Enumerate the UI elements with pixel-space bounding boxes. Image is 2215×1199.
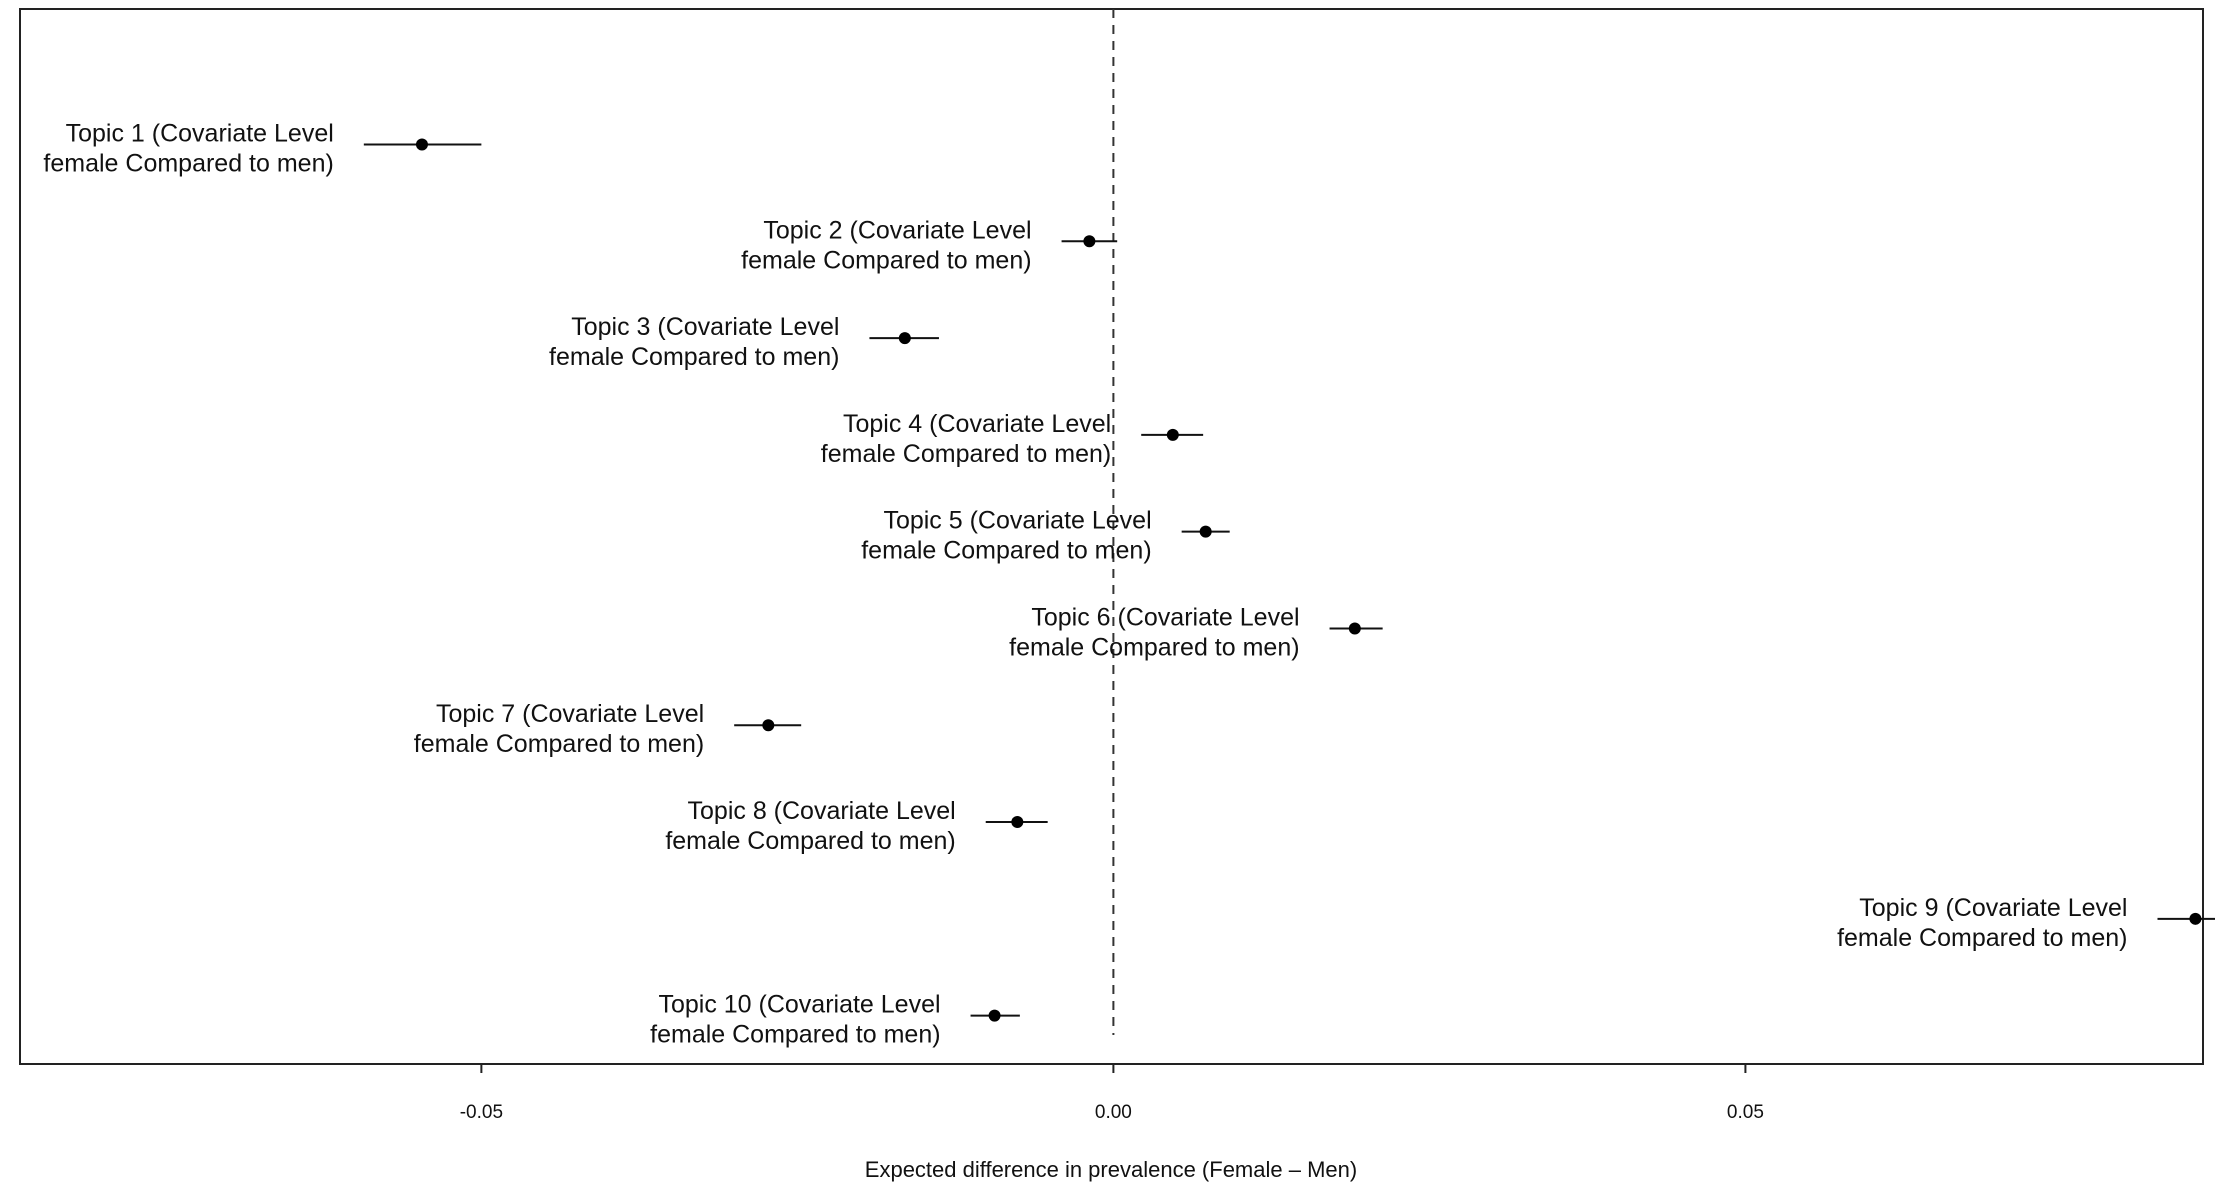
- topic-label-line1: Topic 10 (Covariate Level: [658, 991, 940, 1019]
- topic-label-line2: female Compared to men): [549, 343, 839, 371]
- x-tick-label: -0.05: [460, 1102, 503, 1123]
- topic-label-line1: Topic 1 (Covariate Level: [66, 120, 334, 148]
- topic-label-line2: female Compared to men): [821, 440, 1111, 468]
- topic-label-line1: Topic 3 (Covariate Level: [571, 313, 839, 341]
- topic-label-line2: female Compared to men): [861, 537, 1151, 565]
- topic-label-line1: Topic 6 (Covariate Level: [1031, 603, 1299, 631]
- x-axis-label: Expected difference in prevalence (Femal…: [865, 1157, 1357, 1182]
- topic-label-line1: Topic 7 (Covariate Level: [436, 700, 704, 728]
- topic-label-line2: female Compared to men): [741, 246, 1031, 274]
- topic-label-line2: female Compared to men): [650, 1021, 940, 1049]
- point-estimate: [1011, 816, 1024, 829]
- point-estimate: [1083, 235, 1096, 248]
- x-tick-label: 0.00: [1095, 1102, 1132, 1123]
- topic-label-line2: female Compared to men): [43, 150, 333, 178]
- point-estimate: [1166, 428, 1179, 441]
- topic-label-line2: female Compared to men): [414, 730, 704, 758]
- topic-label-line2: female Compared to men): [665, 827, 955, 855]
- plot-frame: [19, 8, 2204, 1065]
- x-tick-label: 0.05: [1727, 1102, 1764, 1123]
- point-estimate: [898, 332, 911, 345]
- point-estimate: [762, 719, 775, 732]
- topic-label-line1: Topic 9 (Covariate Level: [1859, 894, 2127, 922]
- point-estimate: [1348, 622, 1361, 635]
- topic-label-line2: female Compared to men): [1009, 633, 1299, 661]
- point-estimate: [988, 1009, 1001, 1022]
- topic-label-line1: Topic 5 (Covariate Level: [883, 507, 1151, 535]
- topic-label-line1: Topic 8 (Covariate Level: [688, 797, 956, 825]
- point-estimate: [2189, 912, 2202, 925]
- topic-label-line1: Topic 4 (Covariate Level: [843, 410, 1111, 438]
- topic-label-line2: female Compared to men): [1837, 924, 2127, 952]
- topic-label-line1: Topic 2 (Covariate Level: [763, 216, 1031, 244]
- x-axis-ticks: -0.05 0.00 0.05: [460, 1064, 1764, 1123]
- point-estimate: [415, 138, 428, 151]
- point-estimate: [1199, 525, 1212, 538]
